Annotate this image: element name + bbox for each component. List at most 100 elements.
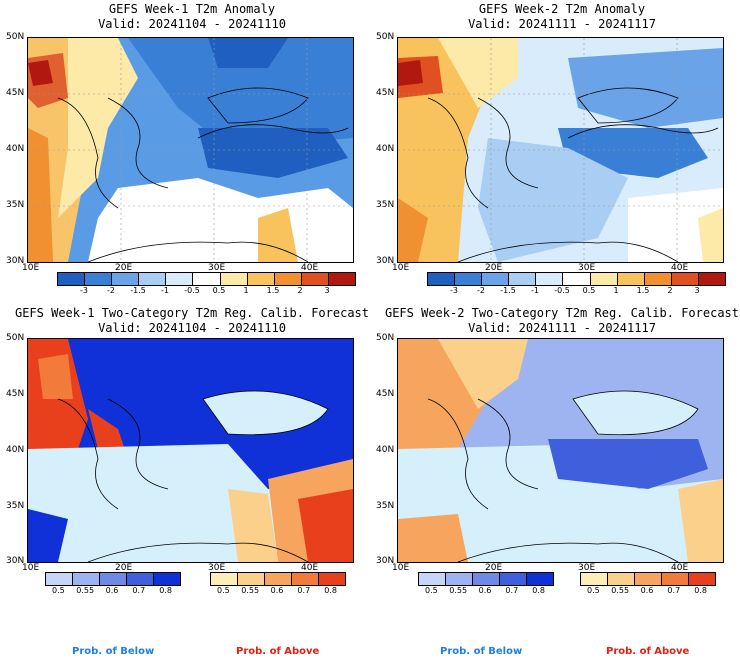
colorbar-swatch (46, 573, 73, 585)
colorbar-tick-label: 0.5 (212, 286, 226, 295)
panel-title: GEFS Week-1 T2m Anomaly (108, 2, 276, 16)
colorbar-swatch (112, 273, 140, 285)
anomaly-map (397, 37, 724, 263)
colorbar-tick-label: -1 (531, 286, 539, 295)
lat-label: 30N (376, 256, 395, 266)
anomaly-colorbar (57, 272, 356, 286)
colorbar-tick-label: 2 (297, 286, 303, 295)
colorbar-tick-label: 0.7 (297, 586, 311, 595)
colorbar-swatch (301, 273, 329, 285)
lat-label: 50N (376, 32, 395, 42)
lat-label: 30N (6, 556, 25, 566)
colorbar-swatch (220, 273, 248, 285)
colorbar-swatch (671, 273, 699, 285)
above-colorbar (210, 572, 346, 586)
colorbar-swatch (563, 273, 591, 285)
colorbar-swatch (73, 573, 100, 585)
lat-label: 40N (6, 445, 25, 455)
lon-label: 10E (22, 263, 40, 273)
lat-label: 35N (376, 501, 395, 511)
colorbar-tick-label: 1 (243, 286, 249, 295)
lon-label: 30E (578, 263, 596, 273)
panel-valid-dates: Valid: 20241111 - 20241117 (468, 17, 656, 31)
colorbar-swatch (166, 273, 194, 285)
colorbar-tick-label: 0.55 (449, 586, 468, 595)
colorbar-tick-label: 0.8 (159, 586, 172, 595)
panel-valid-dates: Valid: 20241104 - 20241110 (98, 321, 286, 335)
colorbar-swatch (238, 573, 265, 585)
colorbar-swatch (193, 273, 221, 285)
below-colorbar (418, 572, 554, 586)
lon-label: 40E (301, 563, 319, 573)
lat-label: 30N (6, 256, 25, 266)
colorbar-swatch (500, 573, 527, 585)
panel-valid-dates: Valid: 20241111 - 20241117 (468, 321, 656, 335)
lat-label: 35N (6, 501, 25, 511)
prob-above-label: Prob. of Above (236, 646, 320, 657)
colorbar-swatch (328, 273, 356, 285)
prob-below-label: Prob. of Below (440, 646, 523, 657)
lon-label: 40E (671, 263, 689, 273)
panel-title: GEFS Week-2 Two-Category T2m Reg. Calib.… (384, 306, 739, 320)
colorbar-swatch (662, 573, 689, 585)
colorbar-swatch (211, 573, 238, 585)
colorbar-tick-label: 1.5 (266, 286, 280, 295)
lon-label: 10E (392, 263, 410, 273)
colorbar-swatch (139, 273, 167, 285)
colorbar-tick-label: 3 (694, 286, 700, 295)
prob-below-label: Prob. of Below (72, 646, 155, 657)
colorbar-swatch (319, 573, 345, 585)
colorbar-swatch (689, 573, 715, 585)
colorbar-tick-label: 0.7 (132, 586, 146, 595)
colorbar-tick-label: 0.5 (587, 586, 600, 595)
panel-valid-dates: Valid: 20241104 - 20241110 (98, 17, 286, 31)
lat-label: 45N (376, 389, 395, 399)
lon-label: 20E (115, 263, 133, 273)
colorbar-tick-label: -0.5 (184, 286, 200, 295)
lon-label: 30E (578, 563, 596, 573)
colorbar-swatch (419, 573, 446, 585)
colorbar-tick-label: 0.8 (694, 586, 707, 595)
colorbar-swatch (247, 273, 275, 285)
colorbar-swatch (85, 273, 113, 285)
colorbar-swatch (608, 573, 635, 585)
anomaly-map (27, 37, 354, 263)
colorbar-swatch (590, 273, 618, 285)
colorbar-tick-label: -1.5 (130, 286, 146, 295)
lat-label: 50N (6, 32, 25, 42)
colorbar-swatch (527, 573, 553, 585)
colorbar-swatch (428, 273, 456, 285)
colorbar-swatch (127, 573, 154, 585)
colorbar-tick-label: 0.5 (52, 586, 65, 595)
colorbar-swatch (698, 273, 726, 285)
colorbar-swatch (536, 273, 564, 285)
lat-label: 40N (376, 445, 395, 455)
colorbar-swatch (446, 573, 473, 585)
lat-label: 40N (6, 144, 25, 154)
lat-label: 40N (376, 144, 395, 154)
lon-label: 20E (485, 563, 503, 573)
lon-label: 30E (208, 563, 226, 573)
colorbar-tick-label: 3 (324, 286, 330, 295)
lat-label: 30N (376, 556, 395, 566)
colorbar-tick-label: 1 (613, 286, 619, 295)
lat-label: 35N (6, 200, 25, 210)
anomaly-colorbar (427, 272, 726, 286)
lon-label: 30E (208, 263, 226, 273)
colorbar-swatch (473, 573, 500, 585)
colorbar-swatch (274, 273, 302, 285)
lat-label: 50N (376, 333, 395, 343)
colorbar-swatch (455, 273, 483, 285)
colorbar-swatch (644, 273, 672, 285)
lat-label: 50N (6, 333, 25, 343)
colorbar-tick-label: -2 (107, 286, 115, 295)
lat-label: 45N (6, 389, 25, 399)
colorbar-swatch (635, 573, 662, 585)
lon-label: 10E (392, 563, 410, 573)
colorbar-swatch (265, 573, 292, 585)
colorbar-swatch (482, 273, 510, 285)
colorbar-swatch (58, 273, 86, 285)
colorbar-tick-label: -2 (477, 286, 485, 295)
lon-label: 20E (485, 263, 503, 273)
colorbar-tick-label: 0.6 (270, 586, 284, 595)
